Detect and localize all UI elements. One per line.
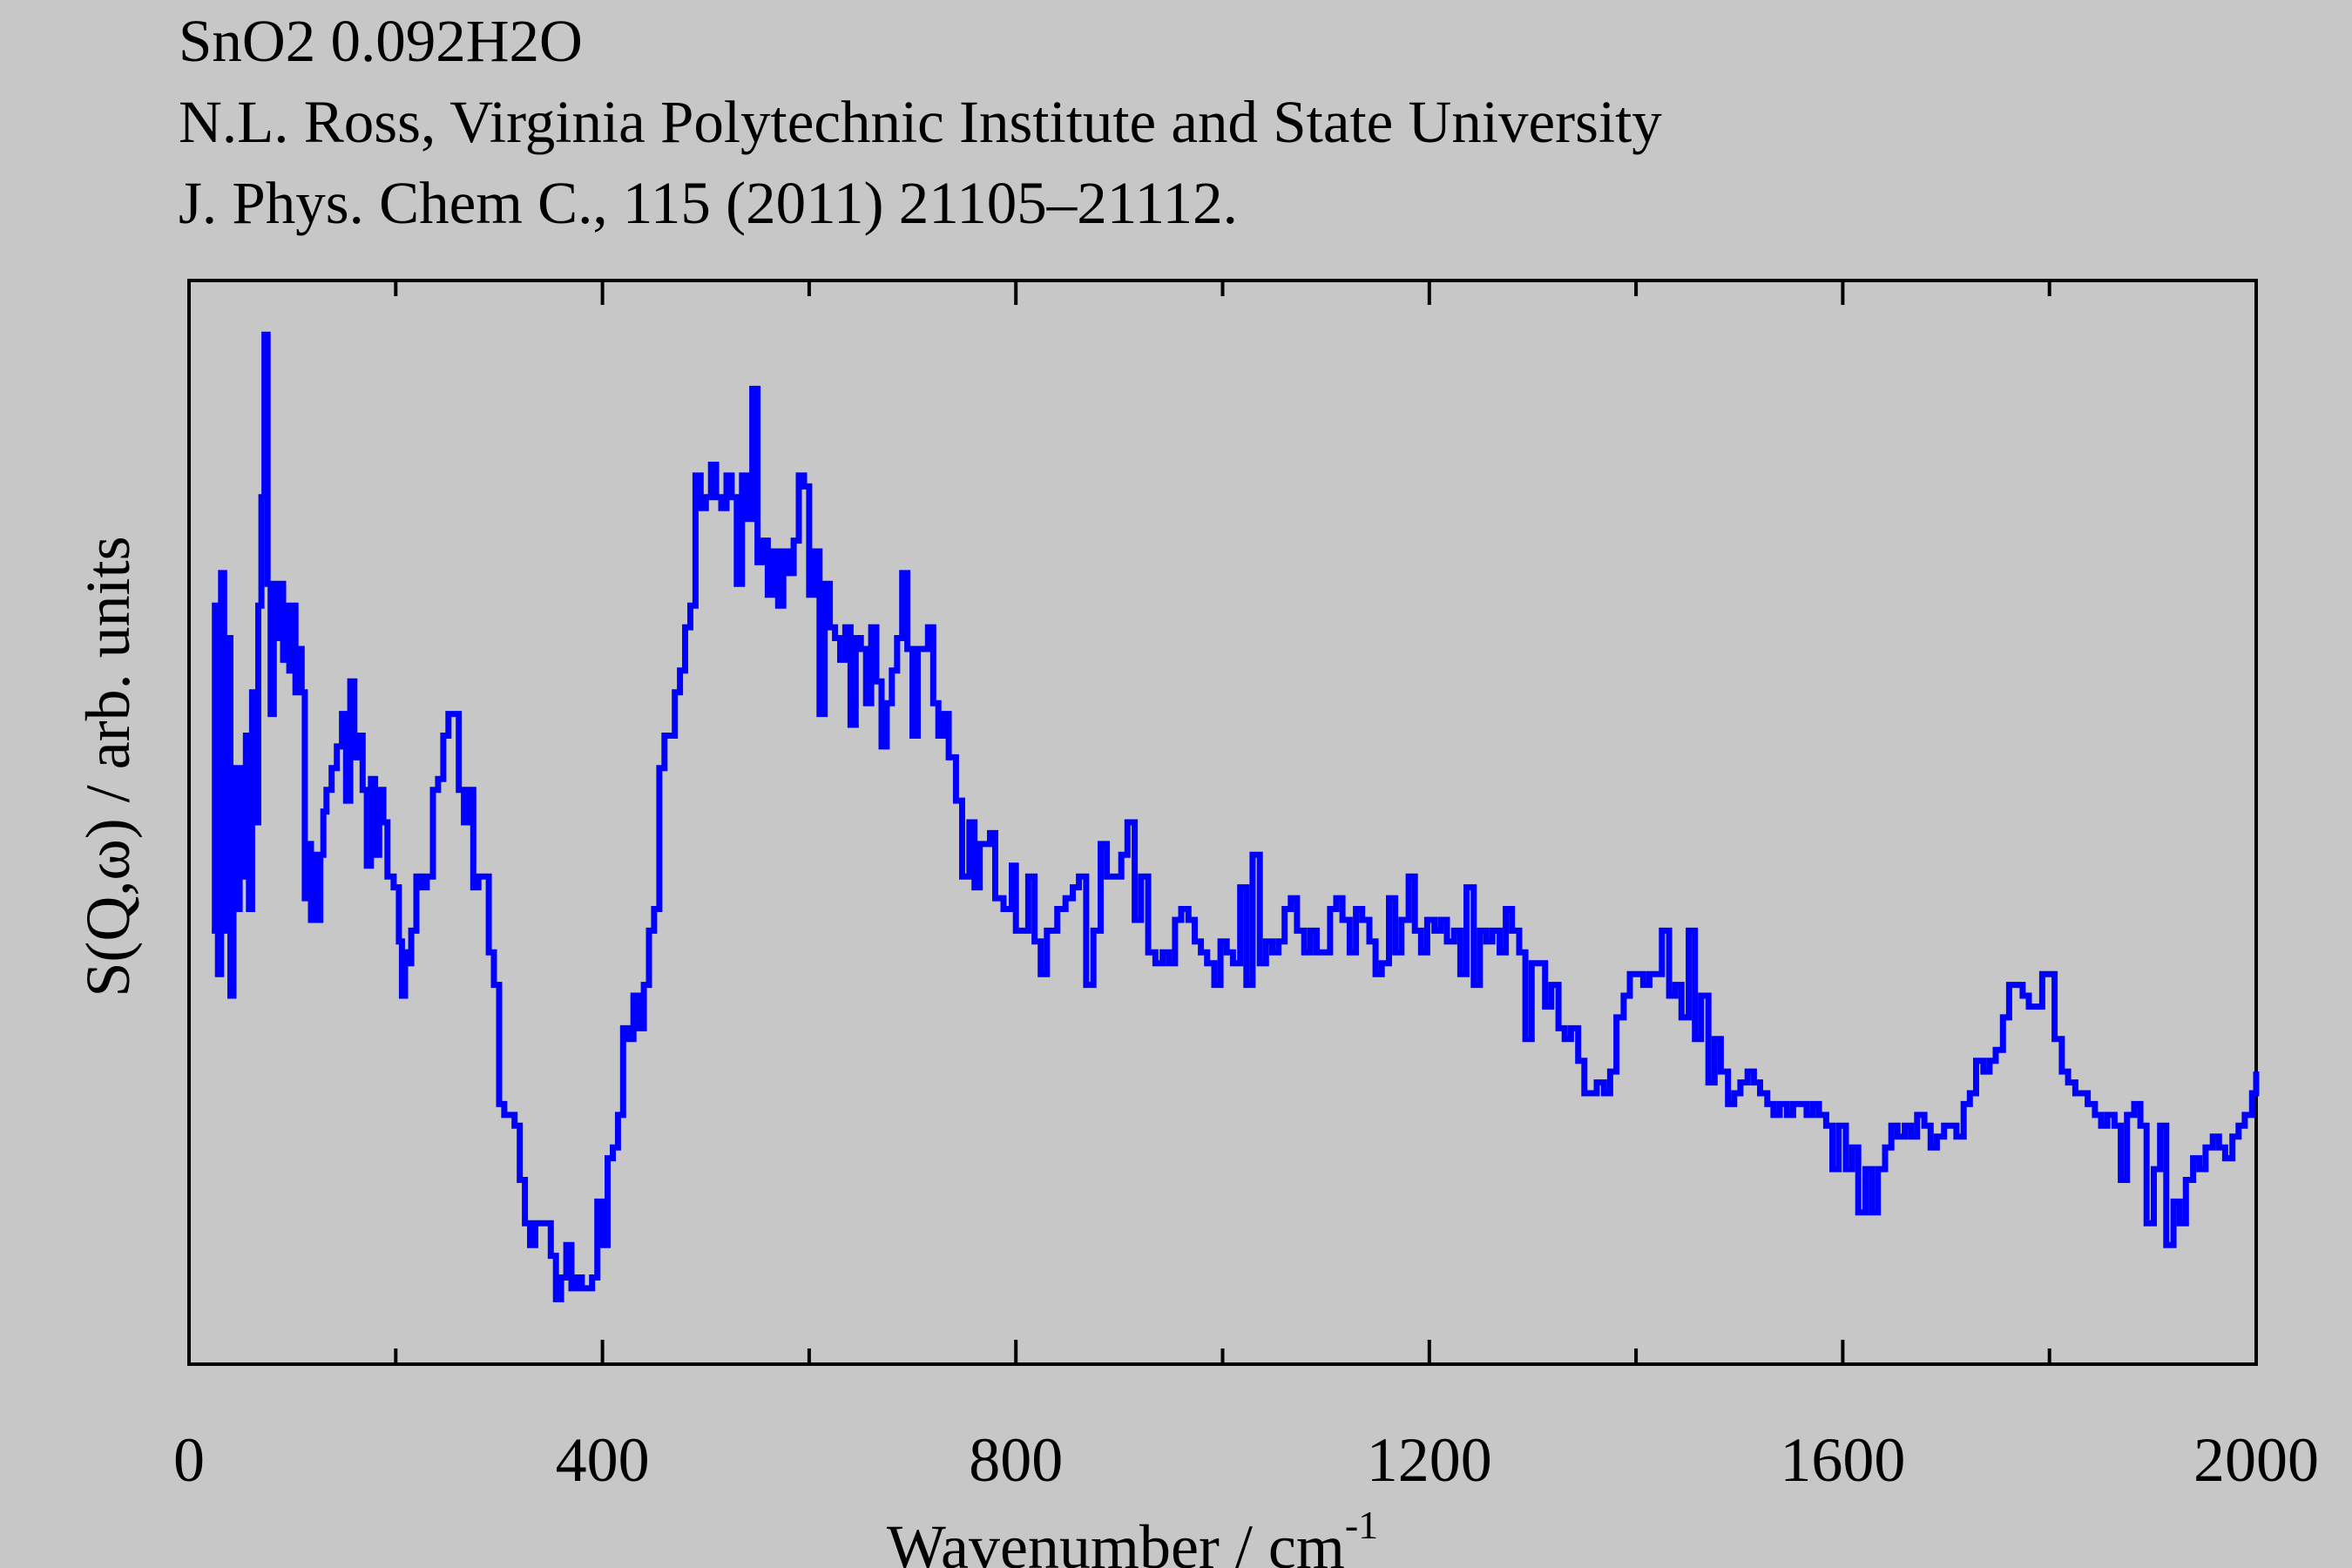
y-axis-title: S(Q,ω) / arb. units <box>73 536 143 997</box>
x-axis-ticks <box>187 280 2258 1364</box>
plot-frame <box>187 279 2258 1366</box>
x-tick-label: 1200 <box>1367 1425 1492 1495</box>
x-tick-label: 1600 <box>1780 1425 1905 1495</box>
x-tick-label: 800 <box>969 1425 1063 1495</box>
citation: J. Phys. Chem C., 115 (2011) 21105–21112… <box>179 170 1238 236</box>
x-axis-tick-labels: 0 400 800 1200 1600 2000 <box>173 1425 2319 1495</box>
author-affiliation: N.L. Ross, Virginia Polytechnic Institut… <box>179 89 1662 155</box>
chart-title: SnO2 0.092H2O <box>179 8 583 74</box>
x-tick-label: 400 <box>556 1425 650 1495</box>
spectrum-line <box>212 331 2260 1302</box>
x-tick-label: 2000 <box>2193 1425 2319 1495</box>
x-tick-label: 0 <box>173 1425 205 1495</box>
x-axis-title: Wavenumber / cm-1 <box>887 1503 1378 1568</box>
